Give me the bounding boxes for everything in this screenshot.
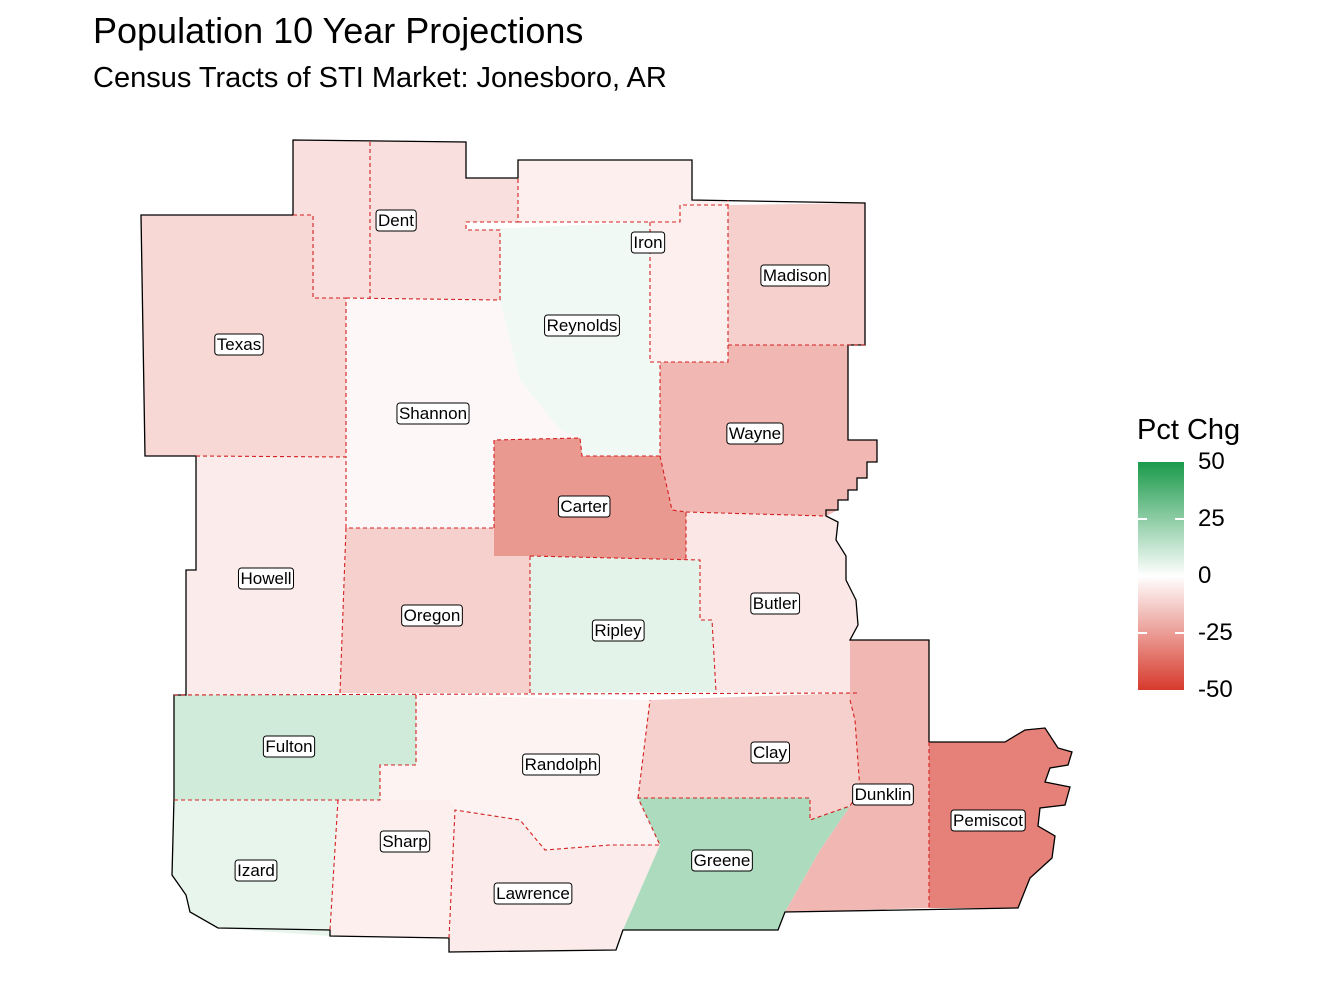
- legend-tick-label: 50: [1198, 448, 1225, 475]
- county-label-box: [750, 592, 801, 615]
- county-label-wayne: Wayne: [729, 424, 781, 443]
- county-label-sharp: Sharp: [382, 832, 427, 851]
- county-label-howell: Howell: [240, 569, 291, 588]
- county-label-box: [237, 567, 295, 590]
- county-clay: [638, 693, 860, 820]
- county-label-box: [750, 741, 791, 764]
- county-label-ripley: Ripley: [594, 621, 642, 640]
- county-dunklin: [785, 640, 929, 912]
- legend-tick-label: 25: [1198, 505, 1225, 532]
- county-sharp: [330, 800, 455, 938]
- county-label-box: [375, 209, 417, 232]
- county-label-greene: Greene: [694, 851, 751, 870]
- county-label-box: [401, 604, 463, 627]
- county-reynolds: [466, 222, 660, 456]
- county-label-box: [591, 619, 645, 642]
- county-label-lawrence: Lawrence: [496, 884, 570, 903]
- legend-tick-label: -25: [1198, 619, 1233, 646]
- county-label-carter: Carter: [560, 497, 608, 516]
- legend-tick-label: 0: [1198, 562, 1212, 589]
- county-label-box: [691, 849, 753, 872]
- county-iron: [518, 160, 728, 362]
- county-label-box: [950, 809, 1026, 832]
- county-label-reynolds: Reynolds: [547, 316, 618, 335]
- county-label-oregon: Oregon: [404, 606, 461, 625]
- county-label-box: [630, 231, 666, 254]
- county-label-box: [544, 314, 620, 337]
- market-outline: [140, 139, 1073, 953]
- county-label-box: [262, 735, 316, 758]
- county-label-clay: Clay: [753, 743, 788, 762]
- county-label-butler: Butler: [753, 594, 798, 613]
- county-label-box: [379, 830, 431, 853]
- county-label-dent: Dent: [378, 211, 414, 230]
- county-label-pemiscot: Pemiscot: [953, 811, 1023, 830]
- county-label-fulton: Fulton: [265, 737, 312, 756]
- county-label-box: [852, 783, 914, 806]
- county-randolph: [380, 695, 660, 850]
- county-label-texas: Texas: [217, 335, 261, 354]
- county-label-shannon: Shannon: [399, 404, 467, 423]
- county-label-izard: Izard: [237, 861, 275, 880]
- county-label-madison: Madison: [763, 266, 827, 285]
- county-label-randolph: Randolph: [525, 755, 598, 774]
- legend-title: Pct Chg: [1137, 414, 1241, 446]
- legend-tick-label: -50: [1198, 676, 1233, 703]
- county-label-box: [522, 753, 600, 776]
- county-label-box: [396, 402, 470, 425]
- county-label-box: [234, 859, 278, 882]
- county-label-iron: Iron: [633, 233, 662, 252]
- county-label-box: [214, 333, 264, 356]
- county-label-box: [760, 264, 830, 287]
- map-subtitle: Census Tracts of STI Market: Jonesboro, …: [93, 62, 667, 94]
- map-title: Population 10 Year Projections: [93, 10, 584, 51]
- county-label-box: [493, 882, 573, 905]
- county-label-dunklin: Dunklin: [855, 785, 912, 804]
- county-label-box: [557, 495, 611, 518]
- county-label-box: [726, 422, 784, 445]
